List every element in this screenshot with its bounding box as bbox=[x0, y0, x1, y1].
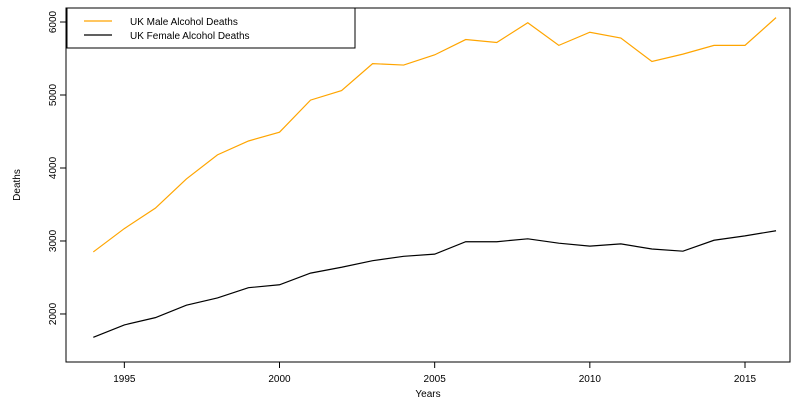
y-axis-label: Deaths bbox=[12, 169, 23, 201]
x-axis-label: Years bbox=[415, 389, 440, 400]
x-tick-label: 1995 bbox=[113, 374, 136, 385]
series-line bbox=[93, 230, 777, 338]
y-tick-label: 5000 bbox=[48, 83, 59, 106]
x-tick-label: 2005 bbox=[424, 374, 447, 385]
y-tick-label: 6000 bbox=[48, 10, 59, 33]
y-tick-label: 4000 bbox=[48, 156, 59, 179]
legend-box bbox=[66, 7, 356, 49]
x-tick-label: 2010 bbox=[579, 374, 602, 385]
legend-label: UK Female Alcohol Deaths bbox=[130, 31, 250, 42]
y-tick-label: 2000 bbox=[48, 302, 59, 325]
y-tick-label: 3000 bbox=[48, 229, 59, 252]
legend-label: UK Male Alcohol Deaths bbox=[130, 17, 238, 28]
plot-box bbox=[65, 7, 791, 363]
x-tick-label: 2000 bbox=[268, 374, 291, 385]
series-line bbox=[92, 17, 777, 253]
x-tick-label: 2015 bbox=[734, 374, 757, 385]
